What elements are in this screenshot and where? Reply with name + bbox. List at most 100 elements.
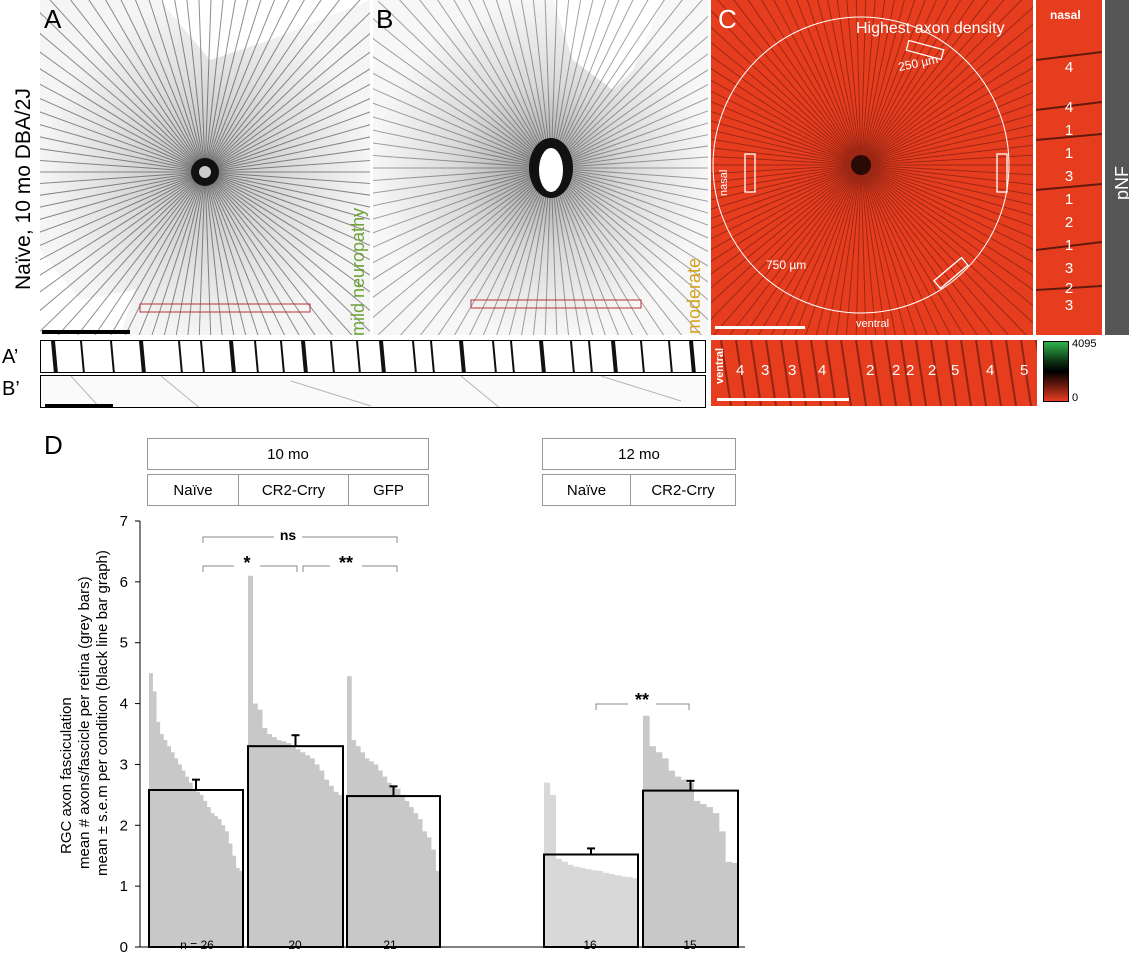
cond-header-naive-12mo: Naïve — [542, 474, 631, 506]
retina-bar — [422, 831, 428, 947]
retina-bar — [413, 813, 419, 947]
hstrip-count: 4 — [736, 362, 745, 379]
retina-bar — [351, 740, 357, 947]
panel-c-750um-label: 750 µm — [766, 258, 807, 272]
n-label: 21 — [383, 938, 397, 952]
n-label-text: n = 26 — [180, 938, 214, 952]
retina-bar — [561, 861, 568, 947]
retina-bar — [573, 866, 580, 947]
retina-bar — [567, 864, 574, 947]
vstrip-count: 1 — [1064, 145, 1074, 162]
pnf-label-bar — [1105, 0, 1129, 335]
retina-bar — [378, 770, 383, 947]
retina-bar — [426, 837, 432, 947]
retina-bar — [400, 794, 405, 947]
retina-bar — [417, 819, 423, 947]
sig-2star-label-12mo: ** — [634, 690, 650, 710]
retina-bar — [163, 740, 168, 947]
hstrip-count: 2 — [928, 362, 937, 379]
retina-bar — [248, 575, 254, 947]
retina-bar — [391, 785, 397, 947]
hstrip-scale-bar — [717, 398, 849, 401]
retina-bar — [620, 876, 627, 947]
retina-bar — [347, 676, 352, 947]
retina-bar — [626, 877, 633, 947]
y-tick-label: 2 — [120, 817, 128, 834]
retina-bar — [608, 873, 615, 947]
retina-bar — [181, 770, 186, 947]
retina-bar — [262, 727, 268, 947]
colorbar-max-label: 4095 — [1072, 338, 1097, 350]
retina-bar — [324, 779, 330, 947]
retina-bar — [185, 776, 190, 947]
n-label: n = 26 — [180, 938, 214, 952]
vstrip-count: 3 — [1064, 260, 1074, 277]
cond-header-gfp-10mo: GFP — [348, 474, 429, 506]
retina-bar — [687, 782, 694, 947]
retina-bar — [549, 794, 557, 947]
retina-bar — [214, 816, 218, 947]
panel-bprime-scale-bar — [45, 404, 113, 407]
sig-bracket-2star-10mo — [302, 565, 398, 572]
retina-bar — [149, 673, 153, 947]
retina-bar — [382, 776, 388, 947]
retina-bar — [188, 782, 193, 947]
retina-bar — [668, 770, 675, 947]
vstrip-count: 1 — [1064, 122, 1074, 139]
retina-bar — [276, 740, 282, 947]
retina-bar — [355, 746, 361, 947]
retina-bar — [662, 758, 669, 947]
retina-bar — [252, 703, 258, 947]
hstrip-count: 2 — [866, 362, 875, 379]
retina-bar — [373, 764, 379, 947]
retina-bar — [579, 867, 586, 947]
retina-bar — [305, 755, 311, 947]
retina-bar — [681, 779, 688, 947]
retina-bar — [328, 785, 334, 947]
retina-bar — [152, 691, 157, 947]
sig-ns-label: ns — [279, 527, 297, 543]
hstrip-count: 3 — [761, 362, 770, 379]
vstrip-count: 2 — [1064, 214, 1074, 231]
retina-bar — [206, 807, 211, 947]
retina-bar — [693, 800, 701, 947]
retina-bar — [309, 758, 315, 947]
vstrip-count: 4 — [1064, 59, 1074, 76]
retina-bar — [221, 825, 226, 947]
hstrip-count: 3 — [788, 362, 797, 379]
retina-bar — [196, 791, 200, 947]
retina-bar — [435, 870, 441, 947]
n-label: 15 — [683, 938, 697, 952]
horizontal-crop-strip — [711, 340, 1037, 406]
retina-bar — [217, 819, 222, 947]
retina-bar — [333, 791, 339, 947]
sig-bracket-ns — [202, 536, 398, 543]
y-tick-label: 7 — [120, 513, 128, 530]
retina-bar — [257, 709, 263, 947]
retina-bar — [232, 855, 237, 947]
panel-bprime-letter: B’ — [2, 378, 20, 400]
n-label: 20 — [288, 938, 302, 952]
retina-bar — [731, 863, 739, 947]
retina-bar — [555, 858, 562, 947]
retina-bar — [602, 872, 609, 947]
sig-2star-label-10mo: ** — [338, 553, 354, 573]
bprime-strip-graphic — [70, 376, 682, 407]
panel-aprime-strip — [40, 340, 706, 373]
panel-c-image — [711, 0, 1033, 335]
retina-bar — [295, 749, 301, 947]
retina-bar — [674, 776, 682, 947]
retina-bar — [314, 764, 320, 947]
aprime-strip-graphic — [51, 341, 696, 372]
cond-header-cr2crry-12mo: CR2-Crry — [630, 474, 736, 506]
retina-bar — [159, 734, 164, 947]
panel-b-letter: B — [376, 4, 394, 34]
group-header-12mo: 12 mo — [542, 438, 736, 470]
retina-bar — [591, 870, 598, 947]
vstrip-count: 1 — [1064, 237, 1074, 254]
retina-bar — [649, 746, 656, 947]
panel-b-retina-graphic — [373, 0, 708, 335]
panel-c-ventral-label: ventral — [856, 318, 890, 330]
retina-bar — [210, 813, 215, 947]
retina-bar — [725, 861, 732, 947]
